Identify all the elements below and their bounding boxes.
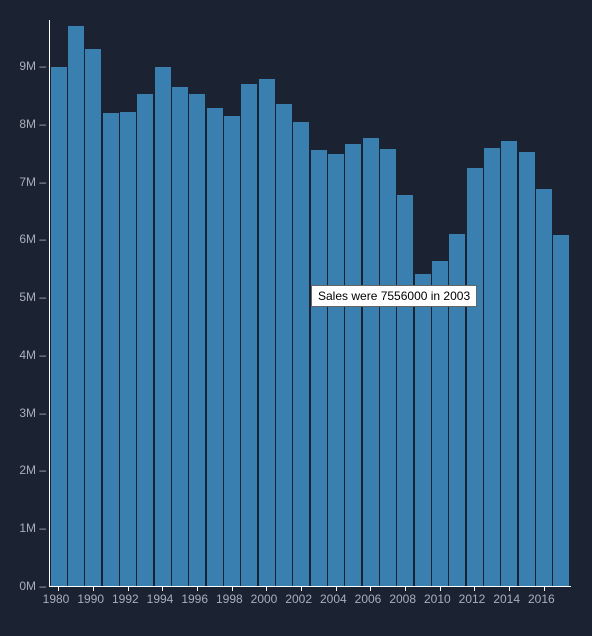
x-tick-mark	[474, 586, 475, 591]
bar[interactable]	[155, 67, 171, 586]
x-tick-mark	[544, 586, 545, 591]
x-tick-label: 2008	[389, 592, 416, 606]
y-tick-label: 3M –	[0, 406, 46, 420]
y-axis	[49, 20, 50, 586]
bar[interactable]	[553, 235, 569, 586]
x-tick-mark	[440, 586, 441, 591]
x-tick-mark	[509, 586, 510, 591]
bar[interactable]	[224, 116, 240, 586]
x-tick-mark	[370, 586, 371, 591]
bar[interactable]	[172, 87, 188, 586]
plot-area	[50, 20, 570, 586]
x-tick-label: 1990	[77, 592, 104, 606]
hover-tooltip: Sales were 7556000 in 2003	[311, 285, 477, 307]
bar[interactable]	[207, 108, 223, 586]
y-tick-label: 6M –	[0, 232, 46, 246]
bar[interactable]	[293, 122, 309, 586]
bar[interactable]	[536, 189, 552, 586]
x-tick-mark	[162, 586, 163, 591]
x-tick-mark	[93, 586, 94, 591]
bar[interactable]	[85, 49, 101, 586]
x-tick-label: 2014	[493, 592, 520, 606]
bar[interactable]	[120, 112, 136, 586]
bar[interactable]	[519, 152, 535, 586]
y-tick-label: 5M –	[0, 290, 46, 304]
bar[interactable]	[276, 104, 292, 586]
bar[interactable]	[484, 148, 500, 586]
bar[interactable]	[397, 195, 413, 586]
tooltip-text: Sales were 7556000 in 2003	[318, 289, 470, 303]
bar[interactable]	[380, 149, 396, 586]
x-tick-label: 1994	[147, 592, 174, 606]
x-tick-mark	[232, 586, 233, 591]
y-tick-label: 1M –	[0, 521, 46, 535]
x-tick-label: 2006	[355, 592, 382, 606]
bar[interactable]	[501, 141, 517, 586]
x-tick-label: 1996	[181, 592, 208, 606]
x-tick-mark	[266, 586, 267, 591]
x-tick-mark	[128, 586, 129, 591]
x-tick-label: 1980	[43, 592, 70, 606]
bar[interactable]	[311, 150, 327, 586]
y-tick-label: 9M –	[0, 59, 46, 73]
x-tick-label: 2000	[251, 592, 278, 606]
bar[interactable]	[51, 67, 67, 586]
x-tick-label: 2004	[320, 592, 347, 606]
y-tick-label: 0M –	[0, 579, 46, 593]
y-tick-label: 7M –	[0, 175, 46, 189]
bar[interactable]	[432, 261, 448, 587]
bar[interactable]	[137, 94, 153, 586]
x-tick-mark	[197, 586, 198, 591]
bar[interactable]	[363, 138, 379, 586]
bar[interactable]	[259, 79, 275, 586]
x-tick-label: 2012	[459, 592, 486, 606]
x-tick-mark	[58, 586, 59, 591]
bar[interactable]	[415, 274, 431, 586]
x-tick-label: 2002	[285, 592, 312, 606]
x-tick-label: 2016	[528, 592, 555, 606]
chart-container: Sales were 7556000 in 2003 0M – 1M – 2M – 3…	[0, 0, 592, 636]
bar[interactable]	[103, 113, 119, 586]
x-tick-mark	[336, 586, 337, 591]
bar[interactable]	[189, 94, 205, 586]
y-tick-label: 2M –	[0, 463, 46, 477]
y-tick-label: 8M –	[0, 117, 46, 131]
bar[interactable]	[241, 84, 257, 586]
bar[interactable]	[68, 26, 84, 586]
x-tick-mark	[405, 586, 406, 591]
x-tick-label: 2010	[424, 592, 451, 606]
bar[interactable]	[345, 144, 361, 586]
x-tick-label: 1992	[112, 592, 139, 606]
x-tick-mark	[301, 586, 302, 591]
bar[interactable]	[467, 168, 483, 586]
y-tick-label: 4M –	[0, 348, 46, 362]
x-tick-label: 1998	[216, 592, 243, 606]
bar[interactable]	[328, 154, 344, 586]
